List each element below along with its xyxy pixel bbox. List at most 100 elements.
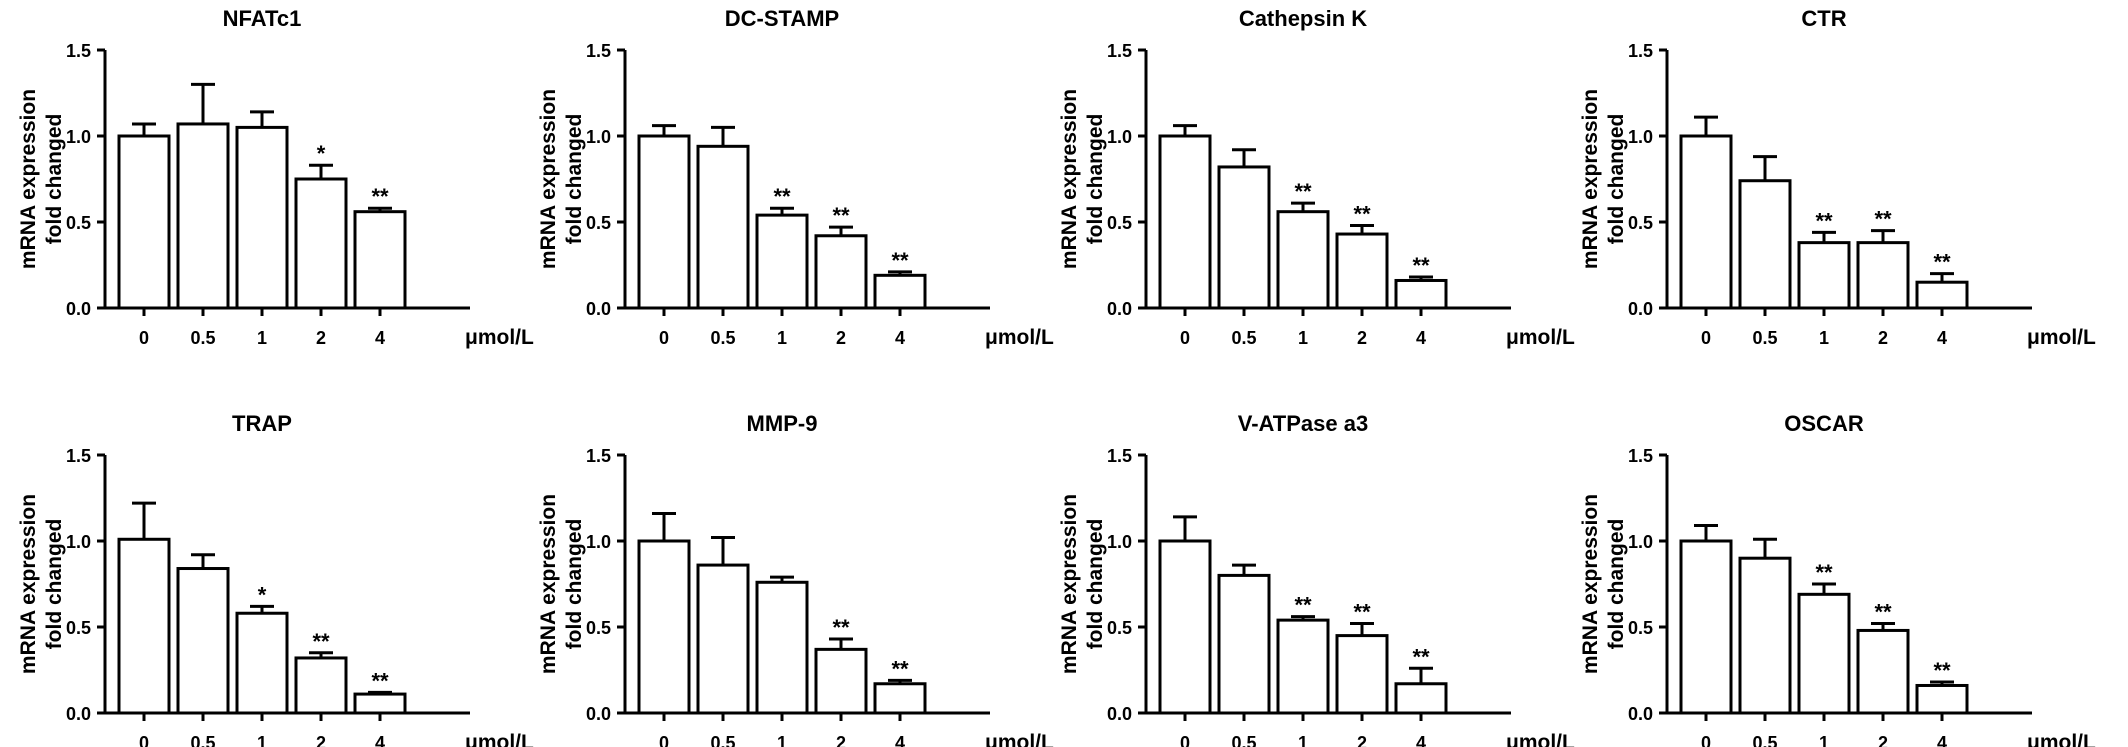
- significance-marker: **: [1294, 179, 1312, 204]
- y-tick-label: 0.0: [1628, 299, 1653, 319]
- x-axis-unit-label: μmol/L: [465, 731, 534, 747]
- x-tick-label: 4: [375, 328, 385, 348]
- y-tick-label: 1.5: [66, 446, 91, 466]
- x-tick-label: 1: [777, 328, 787, 348]
- chart-title: Cathepsin K: [1239, 6, 1367, 31]
- x-tick-label: 0: [659, 328, 669, 348]
- x-tick-label: 2: [836, 328, 846, 348]
- bar: [1856, 628, 1910, 715]
- x-tick-label: 0: [139, 328, 149, 348]
- bar: [353, 210, 407, 310]
- y-axis-label-line: mRNA expression: [1058, 494, 1081, 674]
- y-axis-label-line: fold changed: [43, 519, 66, 650]
- y-axis-label: mRNA expression fold changed: [1579, 89, 1628, 269]
- chart-panel-1: NFATc1 mRNA expression fold changed 0.0 0.5 1…: [17, 6, 534, 349]
- x-tick-label: 0.5: [1231, 328, 1256, 348]
- y-tick-label: 1.5: [586, 41, 611, 61]
- bar: [873, 273, 927, 310]
- y-axis-label-line: fold changed: [563, 519, 586, 650]
- significance-marker: **: [1412, 253, 1430, 278]
- bar: [814, 647, 868, 715]
- bar: [1738, 179, 1792, 310]
- significance-marker: **: [1815, 208, 1833, 233]
- y-tick-label: 0.0: [1107, 704, 1132, 724]
- bar: [1276, 618, 1330, 715]
- significance-marker: **: [891, 656, 909, 681]
- bar: [1915, 683, 1969, 715]
- x-tick-label: 4: [375, 733, 385, 747]
- significance-marker: **: [891, 248, 909, 273]
- y-axis-label: mRNA expression fold changed: [17, 89, 66, 269]
- x-axis-unit-label: μmol/L: [2027, 326, 2096, 349]
- x-tick-label: 1: [257, 733, 267, 747]
- significance-marker: **: [1412, 644, 1430, 669]
- chart-panel-6: MMP-9 mRNA expression fold changed 0.0 0.5 1.…: [537, 411, 1054, 747]
- x-tick-label: 2: [1357, 733, 1367, 747]
- y-tick-label: 0.5: [1107, 213, 1132, 233]
- y-axis-label-line: mRNA expression: [1579, 494, 1602, 674]
- significance-marker: **: [1933, 658, 1951, 683]
- bar: [235, 125, 289, 310]
- y-tick-label: 1.5: [1628, 446, 1653, 466]
- x-tick-label: 2: [1878, 733, 1888, 747]
- bar: [294, 656, 348, 715]
- x-tick-label: 0.5: [1752, 328, 1777, 348]
- bar: [176, 122, 230, 310]
- bar: [1394, 278, 1448, 310]
- y-axis-label: mRNA expression fold changed: [1579, 494, 1628, 674]
- y-tick-label: 0.5: [586, 213, 611, 233]
- y-axis-label-line: mRNA expression: [537, 494, 560, 674]
- x-tick-label: 0.5: [1752, 733, 1777, 747]
- y-tick-label: 1.0: [1107, 127, 1132, 147]
- bar: [235, 611, 289, 715]
- x-axis-unit-label: μmol/L: [1506, 326, 1575, 349]
- bar: [1679, 539, 1733, 715]
- y-tick-label: 0.5: [66, 213, 91, 233]
- chart-panel-5: TRAP mRNA expression fold changed 0.0 0.5 1.0…: [17, 411, 534, 747]
- chart-title: CTR: [1801, 6, 1846, 31]
- y-tick-label: 1.5: [1107, 41, 1132, 61]
- significance-marker: **: [1294, 593, 1312, 618]
- x-tick-label: 0.5: [710, 328, 735, 348]
- y-axis-label-line: fold changed: [563, 114, 586, 245]
- bar: [294, 177, 348, 310]
- significance-marker: **: [1815, 560, 1833, 585]
- significance-marker: *: [258, 582, 267, 607]
- chart-title: NFATc1: [223, 6, 302, 31]
- bar: [755, 580, 809, 715]
- x-tick-label: 1: [1298, 733, 1308, 747]
- bar: [353, 692, 407, 715]
- bar: [637, 539, 691, 715]
- bar: [1335, 634, 1389, 715]
- significance-marker: **: [312, 629, 330, 654]
- x-tick-label: 0: [1701, 328, 1711, 348]
- y-tick-label: 0.0: [1107, 299, 1132, 319]
- y-tick-label: 1.5: [1628, 41, 1653, 61]
- bar: [1738, 556, 1792, 715]
- y-tick-label: 1.5: [66, 41, 91, 61]
- bar: [1394, 682, 1448, 715]
- y-axis-label: mRNA expression fold changed: [537, 494, 586, 674]
- bar: [1679, 134, 1733, 310]
- bar: [117, 537, 171, 715]
- y-axis-label-line: mRNA expression: [537, 89, 560, 269]
- x-tick-label: 0: [1180, 733, 1190, 747]
- bar: [1915, 280, 1969, 310]
- bar: [1276, 210, 1330, 310]
- x-tick-label: 0.5: [710, 733, 735, 747]
- y-axis-label: mRNA expression fold changed: [17, 494, 66, 674]
- bar: [1158, 134, 1212, 310]
- y-tick-label: 1.0: [586, 532, 611, 552]
- x-tick-label: 2: [1357, 328, 1367, 348]
- bar: [1335, 232, 1389, 310]
- significance-marker: **: [1874, 600, 1892, 625]
- chart-title: MMP-9: [747, 411, 818, 436]
- x-axis-unit-label: μmol/L: [465, 326, 534, 349]
- significance-marker: **: [1353, 600, 1371, 625]
- y-tick-label: 1.0: [1628, 532, 1653, 552]
- y-axis-label-line: fold changed: [1605, 519, 1628, 650]
- bar: [1797, 241, 1851, 310]
- x-tick-label: 1: [777, 733, 787, 747]
